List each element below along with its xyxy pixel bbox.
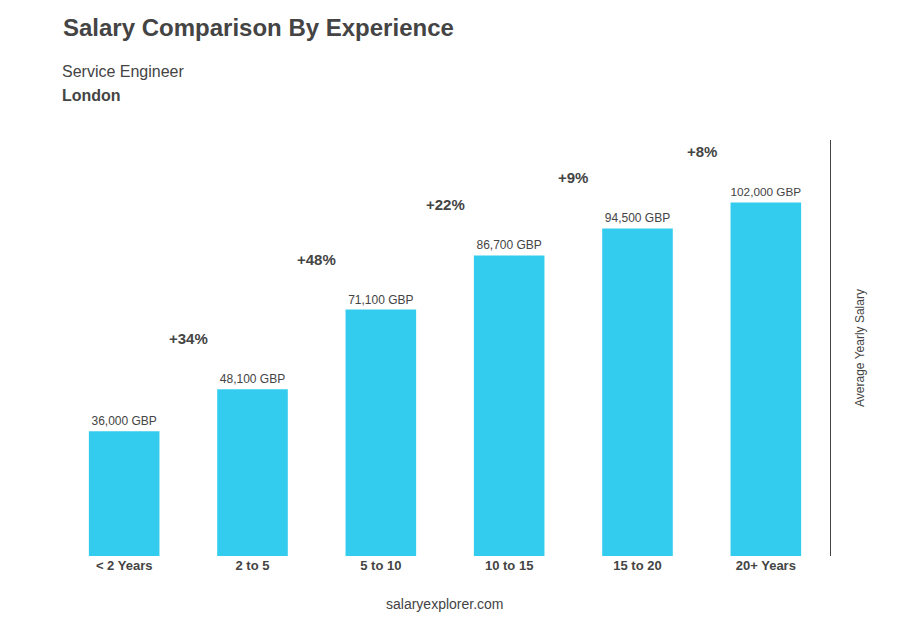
svg-text:+9%: +9% xyxy=(558,169,588,186)
svg-text:Salary Comparison By Experienc: Salary Comparison By Experience xyxy=(63,14,454,41)
svg-text:+34%: +34% xyxy=(169,330,208,347)
svg-text:London: London xyxy=(62,87,121,104)
svg-text:36,000 GBP: 36,000 GBP xyxy=(91,414,156,428)
svg-text:+8%: +8% xyxy=(687,143,717,160)
svg-text:71,100 GBP: 71,100 GBP xyxy=(348,293,413,307)
svg-text:5 to 10: 5 to 10 xyxy=(360,558,401,573)
svg-text:48,100 GBP: 48,100 GBP xyxy=(220,372,285,386)
svg-text:20+ Years: 20+ Years xyxy=(736,558,796,573)
svg-text:Service Engineer: Service Engineer xyxy=(62,63,185,80)
svg-text:+48%: +48% xyxy=(297,251,336,268)
svg-text:86,700 GBP: 86,700 GBP xyxy=(476,238,541,252)
svg-text:10 to 15: 10 to 15 xyxy=(485,558,533,573)
svg-text:Average Yearly Salary: Average Yearly Salary xyxy=(853,289,867,407)
svg-text:94,500 GBP: 94,500 GBP xyxy=(605,211,670,225)
svg-text:+22%: +22% xyxy=(426,196,465,213)
svg-text:2 to 5: 2 to 5 xyxy=(236,558,270,573)
svg-text:102,000 GBP: 102,000 GBP xyxy=(731,185,802,198)
svg-text:salaryexplorer.com: salaryexplorer.com xyxy=(386,596,504,612)
svg-text:15 to 20: 15 to 20 xyxy=(613,558,661,573)
svg-text:< 2 Years: < 2 Years xyxy=(96,558,153,573)
